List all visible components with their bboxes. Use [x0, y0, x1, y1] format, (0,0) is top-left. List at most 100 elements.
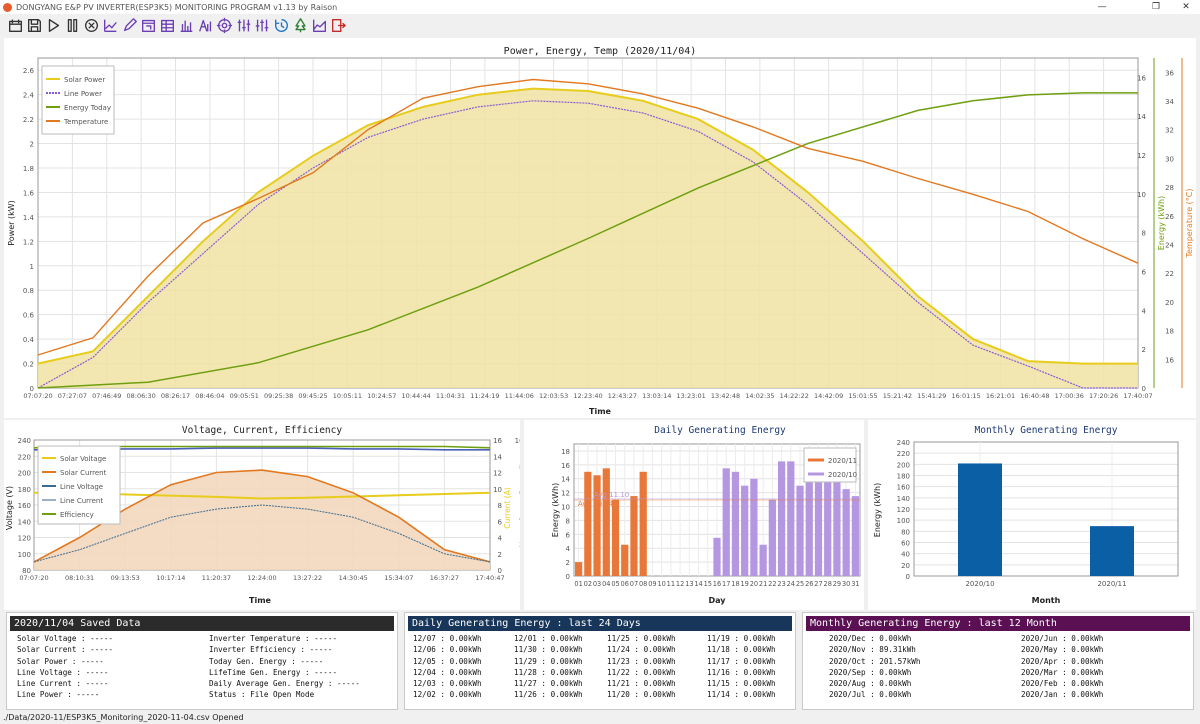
- pause-button[interactable]: [63, 16, 82, 35]
- y-tick-label: 120: [897, 506, 910, 514]
- target-button[interactable]: [215, 16, 234, 35]
- x-tick-label: 12: [676, 580, 684, 588]
- calendar-button[interactable]: [6, 16, 25, 35]
- daily-energy-row: 11/21 : 0.00kWh: [607, 679, 676, 689]
- bar: [768, 499, 776, 576]
- sliders-button[interactable]: [253, 16, 272, 35]
- bar: [639, 471, 647, 576]
- y3-tick-label: 80: [519, 463, 520, 471]
- saved-data-row: Solar Voltage : -----: [17, 634, 114, 643]
- toolbar: [0, 14, 1200, 36]
- x-tick-label: 10:44:44: [402, 392, 431, 400]
- monthly-energy-column: 2020/Dec : 0.00kWh 2020/Nov : 89.31kWh 202…: [829, 633, 920, 701]
- legend-label: Line Current: [60, 497, 103, 505]
- title-bar: DONGYANG E&P PV INVERTER(ESP3K5) MONITOR…: [0, 0, 1200, 14]
- legend-label: Solar Voltage: [60, 455, 106, 463]
- y2-tick-label: 4: [1142, 307, 1147, 315]
- tree-button[interactable]: [291, 16, 310, 35]
- daily-energy-row: 11/22 : 0.00kWh: [607, 667, 676, 677]
- daily-energy-column: 12/01 : 0.00kWh 11/30 : 0.00kWh 11/29 : 0.…: [514, 633, 583, 701]
- monthly-energy-row: 2020/Jun : 0.00kWh: [1021, 634, 1104, 643]
- play-button[interactable]: [44, 16, 63, 35]
- monthly-energy-row: 2020/Dec : 0.00kWh: [829, 634, 912, 643]
- y-tick-label: 200: [897, 461, 910, 469]
- x-tick-label: 11: [667, 580, 675, 588]
- x-tick-label: 09:05:51: [230, 392, 259, 400]
- x-tick-label: 15:01:55: [848, 392, 877, 400]
- table-icon: [161, 19, 174, 32]
- bar-chart-icon-glyph: [180, 20, 193, 32]
- font-chart-button[interactable]: [196, 16, 215, 35]
- legend-label: Line Power: [64, 90, 102, 98]
- exit-button[interactable]: [329, 16, 348, 35]
- x-tick-label: 30: [842, 580, 850, 588]
- bar: [593, 475, 601, 576]
- y-tick-label: 60: [901, 540, 910, 548]
- x-tick-label: 29: [833, 580, 841, 588]
- bar: [833, 471, 841, 576]
- y2-tick-label: 4: [498, 535, 503, 543]
- daily-energy-row: 11/23 : 0.00kWh: [607, 656, 676, 666]
- x-axis-label: Day: [708, 596, 726, 605]
- y-tick-label: 1.8: [23, 165, 34, 173]
- saved-data-left-column: Solar Voltage : ----- Solar Current : ---…: [17, 633, 113, 701]
- y-tick-label: 240: [897, 439, 910, 447]
- target-icon: [216, 17, 233, 33]
- daily-energy-row: 12/03 : 0.00kWh: [413, 679, 482, 689]
- monthly-energy-row: 2020/Jan : 0.00kWh: [1021, 690, 1104, 700]
- y-tick-label: 6: [566, 531, 571, 539]
- y-tick-label: 14: [561, 476, 570, 484]
- saved-data-row: Daily Average Gen. Energy : -----: [209, 679, 360, 689]
- x-tick-label: 06: [621, 580, 629, 588]
- bar: [1090, 526, 1134, 576]
- y-tick-label: 10: [561, 504, 570, 512]
- table-button[interactable]: [158, 16, 177, 35]
- monthly-energy-row: 2020/May : 0.00kWh: [1021, 645, 1104, 655]
- pen-button[interactable]: [120, 16, 139, 35]
- legend-box: [803, 447, 857, 483]
- save-icon: [28, 18, 41, 32]
- save-button[interactable]: [25, 16, 44, 35]
- y2-tick-label: 8: [498, 502, 502, 510]
- y-tick-label: 140: [18, 518, 31, 526]
- solar-voltage-line: [33, 491, 491, 500]
- x-tick-label: 14:42:09: [814, 392, 843, 400]
- y-tick-label: 160: [18, 502, 31, 510]
- bar-chart-button[interactable]: [177, 16, 196, 35]
- daily-energy-column: 11/25 : 0.00kWh 11/24 : 0.00kWh 11/23 : 0.…: [607, 633, 676, 701]
- saved-data-row: Line Current : -----: [17, 679, 109, 689]
- legend-label: Line Voltage: [60, 483, 103, 491]
- x-tick-label: 15:34:07: [384, 574, 413, 582]
- tune-icon-glyph: [237, 19, 251, 31]
- x-tick-label: 09:45:25: [298, 392, 327, 400]
- close-button[interactable]: ✕: [1182, 2, 1190, 12]
- history-icon: [275, 18, 288, 32]
- tune-button[interactable]: [234, 16, 253, 35]
- y-tick-label: 1.2: [23, 238, 34, 246]
- y-tick-label: 16: [561, 462, 570, 470]
- x-tick-label: 12:23:40: [573, 392, 602, 400]
- x-tick-label: 12:43:27: [608, 392, 637, 400]
- area-chart-button[interactable]: [310, 16, 329, 35]
- restore-button[interactable]: ❐: [1151, 2, 1161, 12]
- x-axis-label: Time: [249, 596, 272, 605]
- x-tick-label: 08:46:04: [195, 392, 224, 400]
- x-tick-label: 20: [750, 580, 758, 588]
- history-button[interactable]: [272, 16, 291, 35]
- x-tick-label: 19: [740, 580, 748, 588]
- line-chart-icon-glyph: [104, 19, 117, 32]
- saved-data-panel: 2020/11/04 Saved Data Solar Voltage : --…: [6, 612, 398, 710]
- y3-tick-label: 28: [1165, 184, 1174, 192]
- date-button[interactable]: [139, 16, 158, 35]
- stop-button[interactable]: [82, 16, 101, 35]
- x-tick-label: 25: [796, 580, 804, 588]
- pen-icon-glyph: [123, 17, 137, 31]
- energy-today-line: [37, 92, 1138, 389]
- line-chart-button[interactable]: [101, 16, 120, 35]
- y-tick-label: 0.8: [23, 287, 34, 295]
- y3-tick-label: 100: [515, 437, 520, 445]
- minimize-button[interactable]: —: [1097, 2, 1107, 12]
- x-tick-label: 2020/10: [965, 580, 994, 588]
- y3-tick-label: 32: [1165, 127, 1174, 135]
- legend-label: Temperature: [63, 118, 108, 126]
